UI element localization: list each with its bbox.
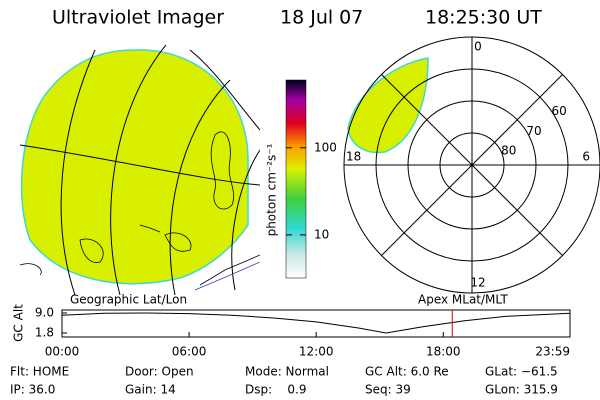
mlt-label: 0 — [474, 40, 482, 54]
colorbar-tick-label: 10 — [314, 227, 329, 241]
orbit-right-label: Apex MLat/MLT — [418, 293, 508, 307]
mlt-radial — [471, 74, 563, 166]
status-field: Door: Open — [125, 365, 194, 379]
colorbar-label: photon cm⁻²s⁻¹ — [265, 143, 279, 236]
y-tick-label: 9.0 — [35, 306, 54, 320]
orbit-y-label: GC Alt — [12, 304, 26, 342]
map-grid — [19, 45, 260, 295]
altitude-line — [61, 312, 571, 334]
lat-label: 80 — [501, 144, 516, 158]
aurora-image — [20, 49, 249, 285]
status-field: GLat: −61.5 — [485, 365, 558, 379]
mlt-label: 18 — [346, 150, 361, 164]
x-tick-label: 06:00 — [172, 345, 207, 359]
coastlines — [19, 131, 260, 291]
title: Ultraviolet Imager — [52, 7, 224, 29]
colorbar-tick-label: 100 — [314, 140, 337, 154]
status-field: Mode: Normal — [245, 365, 329, 379]
mlt-radial — [381, 74, 473, 166]
status-field: IP: 36.0 — [10, 383, 55, 397]
mlt-radial — [471, 164, 563, 256]
mlt-label: 12 — [470, 276, 485, 290]
lat-label: 60 — [552, 104, 567, 118]
x-tick-label: 12:00 — [299, 345, 334, 359]
date: 18 Jul 07 — [280, 7, 363, 29]
status-field: Dsp: 0.9 — [245, 383, 307, 397]
mlt-radial — [381, 164, 473, 256]
x-tick-label: 18:00 — [426, 345, 461, 359]
status-field: Flt: HOME — [10, 365, 69, 379]
time: 18:25:30 UT — [425, 7, 542, 29]
x-tick-label: 00:00 — [45, 345, 80, 359]
orbit-left-label: Geographic Lat/Lon — [70, 293, 187, 307]
footer: Flt: HOME Door: Open Mode: Normal GC Alt: 6… — [10, 365, 558, 397]
mlt-label: 6 — [582, 150, 590, 164]
status-field: Gain: 14 — [125, 383, 176, 397]
status-field: GC Alt: 6.0 Re — [365, 365, 449, 379]
status-field: Seq: 39 — [365, 383, 411, 397]
geographic-map — [19, 45, 260, 295]
aurora-oval — [347, 57, 429, 154]
lat-label: 70 — [526, 124, 541, 138]
status-field: GLon: 315.9 — [485, 383, 558, 397]
x-tick-label: 23:59 — [535, 345, 570, 359]
y-tick-label: 1.8 — [35, 326, 54, 340]
colorbar — [285, 79, 307, 279]
